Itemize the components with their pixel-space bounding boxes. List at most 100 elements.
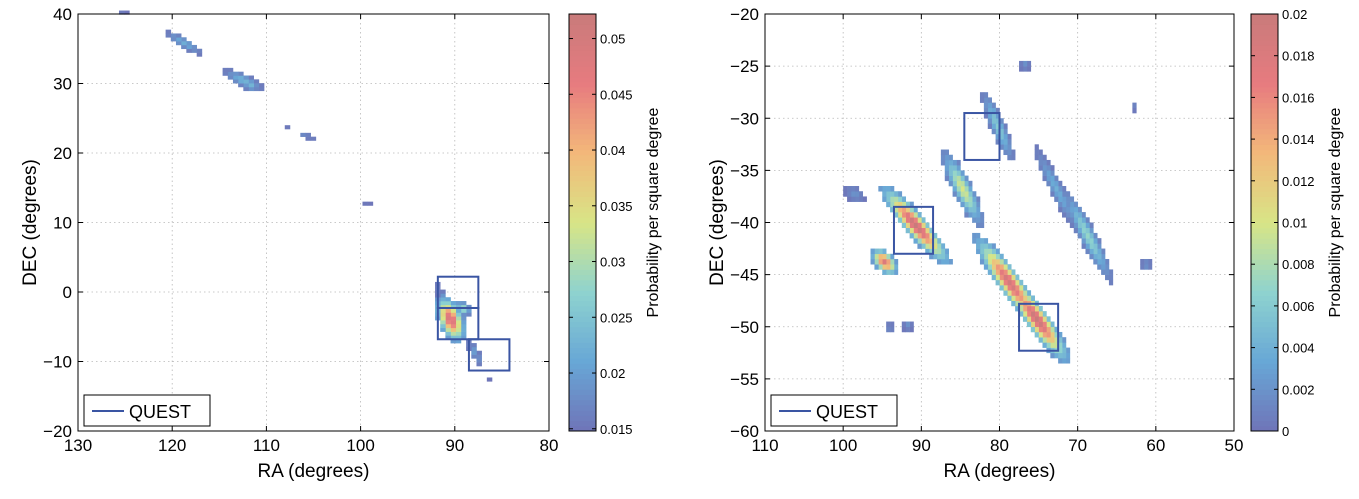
colorbar-segment — [1251, 305, 1278, 312]
colorbar-segment — [1251, 363, 1278, 369]
heatmap-cell — [979, 97, 985, 103]
heatmap-cell — [964, 175, 969, 182]
heatmap-cell — [952, 159, 957, 166]
heatmap-cell — [1042, 165, 1047, 171]
heatmap-cell — [995, 113, 1000, 119]
heatmap-cell — [1038, 331, 1043, 338]
heatmap-cell — [248, 75, 254, 80]
heatmap-cell — [471, 343, 477, 348]
heatmap-cell — [1081, 232, 1086, 239]
heatmap-cell — [1046, 170, 1051, 176]
heatmap-cell — [1085, 232, 1090, 239]
heatmap-cell — [979, 212, 985, 218]
heatmap-cell — [995, 258, 1000, 265]
heatmap-cell — [450, 335, 457, 340]
heatmap-cell — [1026, 60, 1032, 67]
heatmap-cell — [1038, 149, 1043, 156]
colorbar-segment — [569, 81, 596, 88]
heatmap-cell — [1042, 175, 1047, 182]
heatmap-cell — [843, 191, 848, 197]
heatmap-cell — [913, 217, 918, 223]
colorbar-segment — [569, 60, 596, 67]
heatmap-cell — [455, 308, 462, 313]
heatmap-cell — [944, 159, 949, 166]
heatmap-cell — [1050, 191, 1055, 197]
heatmap-cell — [460, 304, 467, 309]
heatmap-cell — [976, 238, 981, 244]
colorbar-segment — [1251, 107, 1278, 114]
heatmap-cell — [1097, 238, 1102, 244]
colorbar-segment — [1251, 311, 1278, 317]
colorbar-tick-label: 0.006 — [1282, 299, 1315, 314]
y-tick-label: 0 — [63, 283, 72, 302]
heatmap-cell — [1054, 175, 1059, 182]
x-tick-label: 120 — [158, 436, 186, 455]
heatmap-cell — [948, 159, 953, 166]
heatmap-cell — [1054, 326, 1059, 333]
heatmap-cell — [913, 206, 918, 213]
heatmap-cell — [1097, 264, 1102, 270]
x-tick-label: 80 — [540, 436, 559, 455]
heatmap-cell — [936, 253, 942, 260]
heatmap-cell — [983, 243, 989, 249]
colorbar-tick-label: 0.01 — [1282, 216, 1307, 231]
heatmap-cell — [917, 227, 922, 234]
heatmap-cell — [1105, 258, 1110, 265]
heatmap-cell — [1046, 159, 1051, 166]
colorbar-segment — [1251, 144, 1278, 151]
heatmap-cell — [1077, 227, 1082, 234]
heatmap-cell — [991, 253, 996, 260]
heatmap-cell — [921, 227, 926, 234]
heatmap-cell — [1026, 321, 1032, 328]
colorbar-tick-label: 0.045 — [600, 87, 633, 102]
y-axis-label: DEC (degrees) — [20, 159, 41, 286]
heatmap-cell — [983, 258, 989, 265]
heatmap-cell — [243, 79, 249, 84]
heatmap-cell — [929, 253, 934, 260]
heatmap-cell — [995, 118, 1000, 124]
colorbar-segment — [569, 331, 596, 338]
heatmap-cell — [1058, 186, 1063, 192]
heatmap-cell — [995, 133, 1000, 140]
colorbar-segment — [569, 40, 596, 46]
colorbar-segment — [1251, 368, 1278, 375]
heatmap-cell — [1093, 232, 1098, 239]
heatmap-cell — [1085, 238, 1090, 244]
colorbar-segment — [569, 326, 596, 333]
colorbar-frame — [568, 13, 597, 432]
heatmap-cell — [440, 316, 446, 321]
colorbar-tick-label: 0.018 — [1282, 49, 1315, 64]
heatmap-cell — [445, 316, 451, 321]
heatmap-cell — [1015, 305, 1020, 312]
heatmap-cell — [999, 258, 1004, 265]
heatmap-cell — [1073, 217, 1078, 223]
heatmap-cell — [238, 71, 244, 76]
colorbar-segment — [1251, 139, 1278, 145]
heatmap-cell — [440, 320, 446, 325]
heatmap-cell — [1007, 149, 1012, 156]
heatmap-cell — [1069, 196, 1075, 202]
heatmap-cell — [181, 44, 187, 50]
heatmap-cell — [976, 232, 981, 239]
colorbar-segment — [569, 71, 596, 78]
heatmap-cell — [471, 350, 477, 355]
heatmap-cell — [999, 279, 1004, 286]
colorbar-segment — [1251, 342, 1278, 349]
heatmap-cell — [1019, 60, 1024, 67]
heatmap-cell — [1081, 238, 1086, 244]
heatmap-cell — [890, 269, 895, 275]
heatmap-cell — [476, 350, 482, 355]
heatmap-cell — [1011, 274, 1016, 281]
colorbar-segment — [1251, 97, 1278, 104]
heatmap-cell — [972, 206, 977, 213]
heatmap-cell — [897, 191, 903, 197]
heatmap-cell — [948, 180, 953, 187]
heatmap-cell — [1042, 331, 1047, 338]
heatmap-cell — [1046, 180, 1051, 187]
heatmap-cell — [956, 170, 961, 176]
heatmap-cell — [455, 335, 462, 340]
colorbar-segment — [1251, 410, 1278, 416]
heatmap-cell — [893, 264, 899, 270]
heatmap-cell — [238, 79, 244, 84]
heatmap-cell — [987, 269, 992, 275]
